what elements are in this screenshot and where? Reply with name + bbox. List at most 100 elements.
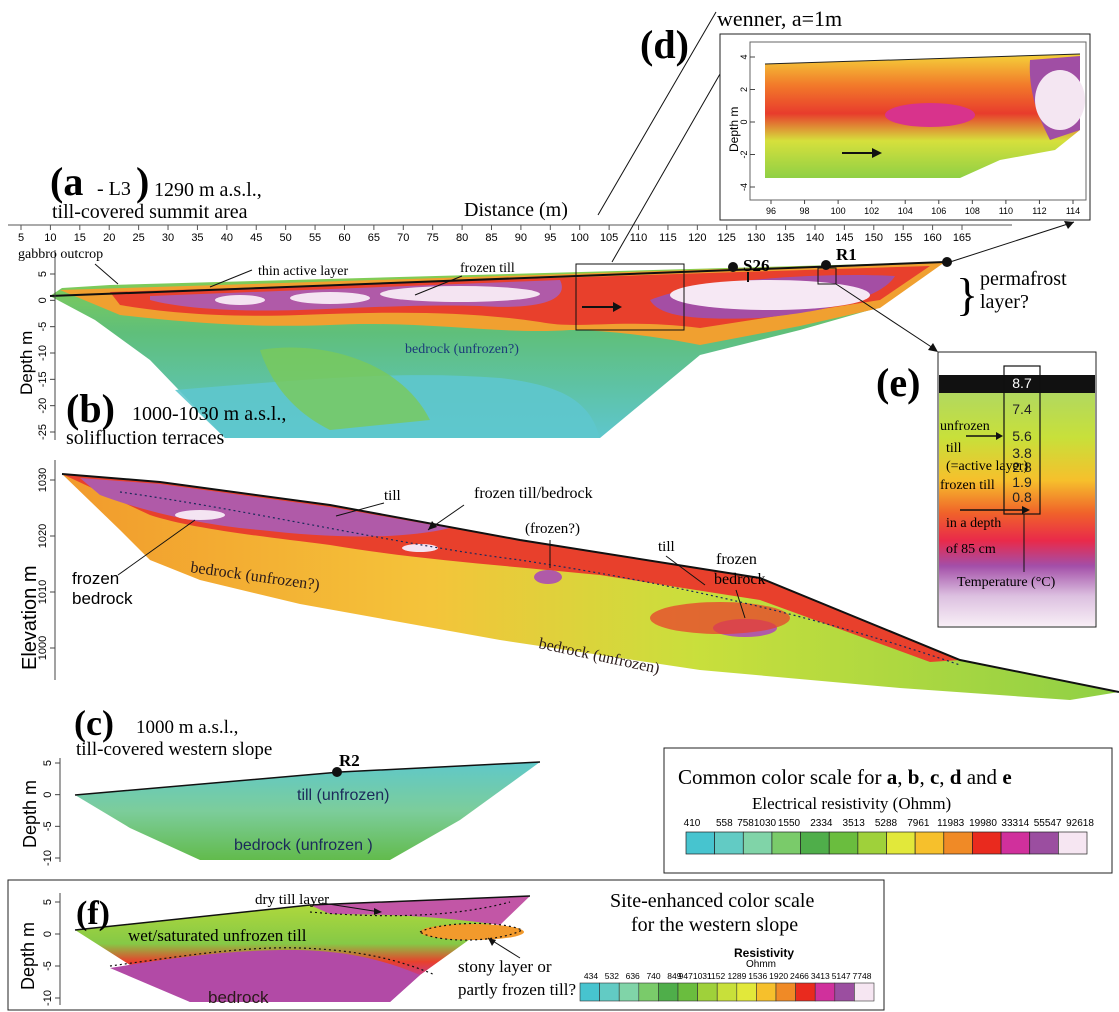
distance-tick-label: 15 [74,232,86,244]
distance-tick-label: 130 [747,232,765,244]
panel-b-red-lens [650,602,790,634]
distance-tick-label: 120 [688,232,706,244]
c-depth-tick-label: 5 [42,760,54,766]
r1-label: R1 [836,245,857,264]
panel-a-depth-label: Depth m [17,331,36,395]
common-scale-swatch [828,831,859,855]
common-scale-title-part: b [908,765,920,789]
panel-d-y-ticks: 4 2 0 -2 -4 [739,54,755,191]
distance-tick-label: 25 [133,232,145,244]
panel-d-heading: wenner, a=1m [717,6,842,31]
site-scale-swatch [795,982,816,1002]
frozen-label-2: in a depth [946,516,1001,531]
common-scale-value: 5288 [875,818,898,829]
gabbro-pointer [94,263,119,285]
d-y-tick-label: 0 [739,119,749,124]
distance-tick-label: 150 [865,232,883,244]
temperature-readings: 8.7 7.4 5.63.82.81.90.8 [1012,375,1032,505]
common-scale-value: 11983 [937,818,965,829]
unfrozen-label-1: unfrozen [940,419,990,434]
site-scale-bar [579,982,875,1002]
site-scale-swatch [599,982,620,1002]
distance-tick-label: 65 [368,232,380,244]
panel-b-fb-right-pointer [735,589,746,619]
panel-b-frozen-white-2 [402,544,438,552]
distance-tick-label: 35 [191,232,203,244]
site-scale-value: 9471031 [679,971,712,981]
common-scale-title-part: d [950,765,962,789]
d-x-tick-label: 102 [864,206,879,216]
common-scale-value: 410 [684,818,701,829]
distance-tick-label: 115 [659,232,677,244]
depth-tick-label: -25 [37,424,49,440]
distance-tick-label: 125 [718,232,736,244]
permafrost-label-1: permafrost [980,268,1067,290]
panel-f-dotted-3 [109,947,436,976]
distance-tick-label: 55 [309,232,321,244]
common-scale-value: 55547 [1034,818,1062,829]
common-scale-swatch [943,831,973,855]
common-scale-swatch [1058,831,1088,855]
depth-tick-label: 0 [37,297,49,303]
distance-tick-label: 140 [806,232,824,244]
temperature-value: 2.8 [1012,459,1032,475]
common-scale-swatch [742,831,773,855]
common-scale-swatch [886,831,916,855]
leader-e [835,283,937,351]
site-scale-value: 849 [667,971,681,981]
stony-arrowhead [488,938,496,946]
common-scale-subtitle: Electrical resistivity (Ohmm) [752,794,951,813]
panel-b-frozen-q: (frozen?) [525,521,580,537]
temperature-value: 1.9 [1012,474,1032,490]
f-depth-tick-label: 0 [42,931,54,937]
distance-tick-label: 75 [427,232,439,244]
leader-d-2 [611,73,721,263]
distance-tick-label: 155 [894,232,912,244]
panel-d-arrowhead [872,148,882,158]
panel-a-heading-1: 1290 m a.s.l., [154,179,262,201]
depth-tick-label: -20 [37,398,49,414]
site-scale-swatch [834,982,855,1002]
d-y-tick-label: 4 [739,54,749,59]
site-scale-value: 1289 [727,971,746,981]
dry-till-label: dry till layer [255,892,329,908]
site-scale-swatch [736,982,757,1002]
panel-b-letter: (b) [66,386,115,431]
wet-till-label: wet/saturated unfrozen till [128,926,307,945]
panel-b-till-2-pointer [665,555,706,586]
d-y-tick-label: 2 [739,87,749,92]
distance-tick-label: 105 [600,232,618,244]
common-color-scale: Common color scale for a, b, c, d and e … [663,747,1113,874]
panel-b-frozen-till-bedrock: frozen till/bedrock [474,485,593,502]
distance-tick-label: 95 [544,232,556,244]
distance-tick-label: 70 [397,232,409,244]
panel-e-top-black [939,375,1095,393]
common-scale-swatch [714,831,744,855]
depth-tick-label: -10 [37,345,49,361]
common-scale-title-part: , [939,765,950,789]
thin-active-label: thin active layer [258,264,349,279]
panel-d: (d) wenner, a=1m Depth m 4 2 0 -2 -4 96 98 100… [640,6,1091,221]
site-scale-value: 3413 [811,971,830,981]
distance-tick-label: 30 [162,232,174,244]
temperature-value: 0.8 [1012,489,1032,505]
d-x-tick-label: 108 [965,206,980,216]
panel-b-elev-label: Elevation m [19,566,41,671]
s26-label: S26 [743,256,769,275]
panel-f: (f) dry till layer wet/saturated unfroze… [7,879,885,1011]
panel-e-letter: (e) [876,360,920,405]
site-scale-swatch [854,982,875,1002]
panel-a-arrowhead [613,302,622,312]
panel-c-till-label: till (unfrozen) [297,787,389,804]
panel-b-elev-ticks: 1030 1020 1010 1000 [37,468,55,660]
common-scale-swatch [771,831,801,855]
panel-a-frozen-white-3 [215,295,265,305]
elev-tick-label: 1020 [37,524,49,548]
temperature-value: 3.8 [1012,445,1032,461]
distance-tick-label: 50 [280,232,292,244]
panel-d-white [1035,70,1085,130]
depth-tick-label: 5 [37,271,49,277]
panel-b-till-1: till [384,488,401,504]
panel-f-frame [7,879,885,1011]
